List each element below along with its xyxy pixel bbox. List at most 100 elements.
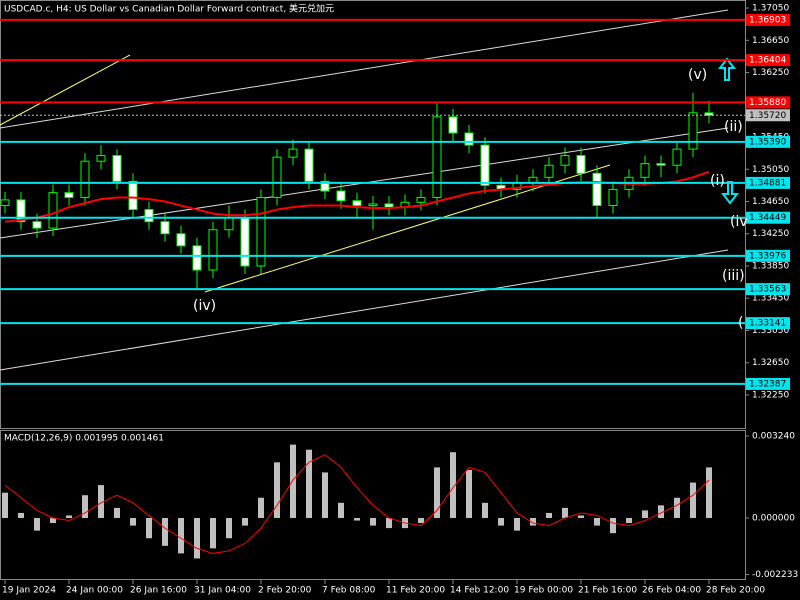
y-tick-label: 0.000000 bbox=[752, 513, 795, 523]
macd-bar bbox=[98, 485, 104, 518]
macd-bar bbox=[274, 462, 280, 518]
trendlines bbox=[0, 9, 729, 371]
macd-bar bbox=[610, 517, 616, 534]
macd-bar bbox=[674, 497, 680, 518]
up-arrow bbox=[717, 57, 737, 81]
macd-bar bbox=[498, 517, 504, 526]
x-tick-label: 24 Jan 00:00 bbox=[66, 586, 123, 596]
macd-bar bbox=[546, 512, 552, 518]
candle-body bbox=[128, 180, 138, 211]
level-line-label: 1.36903 bbox=[749, 15, 786, 25]
y-tick-label: 0.003240 bbox=[752, 431, 795, 441]
candle-body bbox=[416, 196, 426, 203]
level-line-label-box bbox=[746, 283, 790, 296]
candle-body bbox=[544, 164, 554, 178]
wave-label: (iii) bbox=[722, 268, 745, 284]
y-tick-label: 1.36650 bbox=[752, 36, 789, 46]
candle-body bbox=[592, 172, 602, 207]
macd-bar bbox=[642, 510, 648, 518]
x-tick-label: 21 Feb 16:00 bbox=[578, 586, 637, 596]
candle-body bbox=[432, 116, 442, 198]
y-tick-label: 1.36250 bbox=[752, 68, 789, 78]
level-line-label: 1.35390 bbox=[749, 137, 786, 147]
level-line-label: 1.32387 bbox=[749, 379, 786, 389]
macd-bar bbox=[386, 517, 392, 529]
x-tick-label: 14 Feb 12:00 bbox=[450, 586, 509, 596]
macd-bar bbox=[578, 515, 584, 518]
candle-body bbox=[656, 163, 666, 166]
candle-body bbox=[560, 155, 570, 166]
candle-body bbox=[608, 188, 618, 207]
current-price-label: 1.35720 bbox=[749, 111, 786, 121]
macd-bar bbox=[562, 507, 568, 518]
x-tick-label: 19 Feb 00:00 bbox=[514, 586, 573, 596]
x-tick-label: 26 Jan 16:00 bbox=[130, 586, 187, 596]
macd-bar bbox=[370, 517, 376, 526]
wave-label: ( bbox=[738, 315, 743, 331]
y-tick-label: 1.37050 bbox=[752, 4, 789, 14]
macd-bar bbox=[146, 517, 152, 539]
macd-bar bbox=[706, 467, 712, 518]
level-line-label: 1.33141 bbox=[749, 319, 786, 329]
wave-label: (iv) bbox=[193, 298, 216, 314]
wave-label: (ii) bbox=[724, 119, 743, 135]
candle-body bbox=[304, 148, 314, 182]
macd-bar bbox=[66, 515, 72, 518]
current-price-label-box bbox=[746, 109, 790, 122]
candle-body bbox=[16, 199, 26, 223]
candle-body bbox=[688, 112, 698, 150]
macd-bar bbox=[114, 507, 120, 518]
level-line-label: 1.35880 bbox=[749, 98, 786, 108]
macd-bar bbox=[130, 517, 136, 526]
candle-body bbox=[448, 116, 458, 134]
candle-body bbox=[240, 217, 250, 267]
candle-body bbox=[576, 155, 586, 174]
level-line-label-box bbox=[746, 176, 790, 189]
macd-bar bbox=[466, 469, 472, 518]
level-line-label: 1.34881 bbox=[749, 178, 786, 188]
macd-bar bbox=[34, 517, 40, 531]
macd-panel-frame bbox=[0, 430, 746, 580]
level-line-label-box bbox=[746, 135, 790, 148]
y-tick-label: 1.34650 bbox=[752, 197, 789, 207]
wave-label: (v) bbox=[688, 67, 707, 83]
macd-bar bbox=[626, 517, 632, 524]
y-tick-label: 1.32250 bbox=[752, 390, 789, 400]
macd-bar bbox=[322, 472, 328, 518]
candle-body bbox=[176, 233, 186, 247]
candle-body bbox=[384, 203, 394, 208]
x-tick-label: 11 Feb 20:00 bbox=[386, 586, 445, 596]
candle-body bbox=[144, 209, 154, 223]
macd-bar bbox=[226, 517, 232, 539]
macd-bar bbox=[690, 482, 696, 518]
level-line-label-box bbox=[746, 54, 790, 67]
candle-body bbox=[192, 245, 202, 271]
candle-body bbox=[80, 160, 90, 198]
candle-body bbox=[352, 200, 362, 207]
candle-body bbox=[0, 199, 10, 207]
y-tick-label: 1.32650 bbox=[752, 358, 789, 368]
candle-body bbox=[256, 196, 266, 267]
x-tick-label: 19 Jan 2024 bbox=[2, 586, 56, 596]
macd-bar bbox=[658, 505, 664, 518]
level-line-label-box bbox=[746, 13, 790, 26]
macd-bar bbox=[258, 497, 264, 518]
x-tick-label: 31 Jan 04:00 bbox=[194, 586, 251, 596]
macd-bar bbox=[418, 517, 424, 524]
candle-body bbox=[288, 148, 298, 158]
y-tick-label: 1.33450 bbox=[752, 294, 789, 304]
candle-body bbox=[464, 132, 474, 146]
candle-body bbox=[160, 221, 170, 235]
macd-bar bbox=[290, 444, 296, 518]
level-line-label: 1.33563 bbox=[749, 285, 786, 295]
candle-body bbox=[64, 192, 74, 198]
level-line-label: 1.34449 bbox=[749, 213, 786, 223]
macd-bar bbox=[594, 517, 600, 526]
candle-body bbox=[208, 229, 218, 271]
macd-bar bbox=[306, 449, 312, 518]
macd-bar bbox=[50, 517, 56, 524]
x-tick-label: 26 Feb 04:00 bbox=[642, 586, 701, 596]
macd-bar bbox=[2, 492, 8, 518]
channel-line bbox=[0, 9, 729, 129]
